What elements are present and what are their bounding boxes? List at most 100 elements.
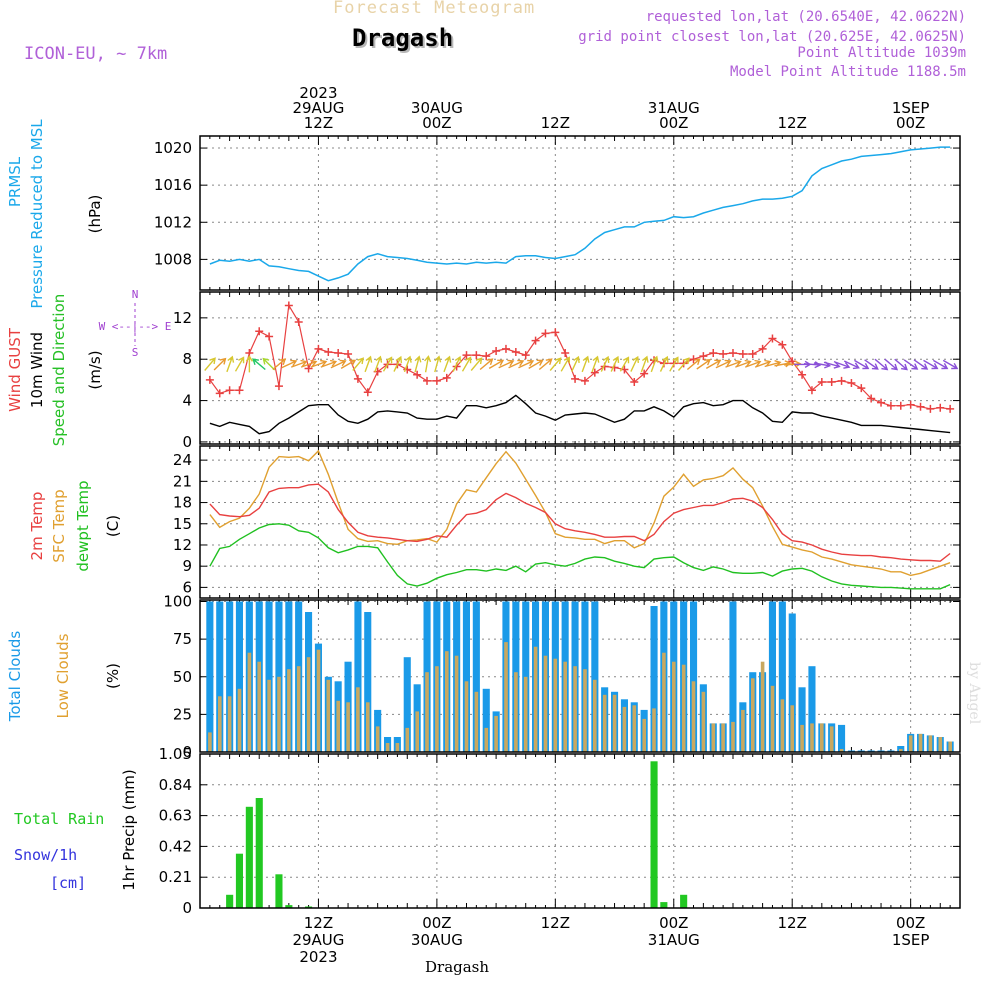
gust-point <box>748 350 757 359</box>
low-cloud-bar <box>385 743 390 752</box>
low-cloud-bar <box>918 733 923 752</box>
low-cloud-bar <box>820 723 824 752</box>
wind-direction-arrow <box>538 358 553 371</box>
gust-point <box>324 347 333 356</box>
t2m-line <box>209 483 951 562</box>
low-cloud-bar <box>494 715 498 752</box>
rain-bar <box>255 798 263 908</box>
y-tick-label: 15 <box>173 515 192 533</box>
total-cloud-bar <box>403 657 411 752</box>
gust-point <box>946 404 955 413</box>
y-tick-label: 100 <box>163 593 192 611</box>
model-altitude: Model Point Altitude 1188.5m <box>729 64 966 80</box>
bottom-time-label: 2023 <box>299 948 337 966</box>
gust-line <box>209 303 951 410</box>
top-time-label: 29AUG <box>292 99 344 117</box>
low-cloud-bar <box>425 672 429 752</box>
low-cloud-bar <box>731 721 735 752</box>
gust-point <box>413 370 422 379</box>
gust-point <box>235 386 244 395</box>
rain-bar <box>226 894 234 908</box>
total-cloud-bar <box>522 601 530 752</box>
low-clouds-label: Low Clouds <box>54 633 72 718</box>
top-time-label: 00Z <box>659 114 688 132</box>
gust-point <box>640 369 649 378</box>
low-cloud-bar <box>602 694 607 752</box>
wind-direction-arrow <box>382 356 393 372</box>
top-time-label: 1SEP <box>892 99 930 117</box>
wind-direction-arrow <box>823 361 841 369</box>
footer-location: Dragash <box>425 958 490 976</box>
total-cloud-bar <box>650 606 658 752</box>
low-cloud-bar <box>583 669 587 752</box>
low-cloud-bar <box>622 706 627 752</box>
low-cloud-bar <box>899 749 903 752</box>
gust-point <box>857 384 866 393</box>
low-cloud-bar <box>652 708 656 752</box>
wind-direction-arrow <box>245 355 254 373</box>
wind-direction-arrow <box>735 359 752 368</box>
low-cloud-bar <box>642 718 646 752</box>
low-cloud-bar <box>948 741 952 752</box>
wind-direction-arrow <box>591 355 600 373</box>
panel-frame <box>199 445 961 599</box>
compass-north: N <box>132 288 139 301</box>
gust-point <box>886 401 895 410</box>
y-tick-label: 21 <box>173 472 192 490</box>
sfc-temp-label: SFC Temp <box>50 489 68 562</box>
wind-direction-arrow <box>300 359 318 368</box>
low-cloud-bar <box>504 642 508 752</box>
y-tick-label: 0.42 <box>159 837 192 855</box>
total-cloud-bar <box>482 688 490 752</box>
total-cloud-bar <box>364 612 372 752</box>
low-cloud-bar <box>464 681 469 752</box>
wind-direction-arrow <box>488 359 505 370</box>
y-tick-label: 24 <box>173 451 192 469</box>
wind-direction-arrow <box>854 359 870 370</box>
wind-direction-arrow <box>364 355 373 373</box>
low-cloud-bar <box>474 691 479 752</box>
rain-bar <box>650 761 658 908</box>
y-tick-label: 25 <box>173 705 192 723</box>
prmsl-line <box>209 146 951 282</box>
top-time-label: 12Z <box>778 114 807 132</box>
gust-point <box>334 349 343 358</box>
wind-direction-arrow <box>942 359 959 370</box>
low-cloud-bar <box>218 696 222 752</box>
low-cloud-bar <box>751 678 755 752</box>
wind-direction-arrow <box>204 357 216 371</box>
low-cloud-bar <box>346 702 350 752</box>
wind-direction-arrow <box>677 357 690 371</box>
gust-point <box>817 377 826 386</box>
gust-point <box>916 402 925 411</box>
y-tick-label: 8 <box>182 350 192 368</box>
low-cloud-bar <box>928 735 933 752</box>
panel-frame <box>199 753 961 909</box>
wind-speed-line <box>209 394 951 435</box>
model-label: ICON-EU, ~ 7km <box>24 44 168 64</box>
y-tick-label: 0.84 <box>159 776 192 794</box>
wind-direction-arrow <box>913 359 929 370</box>
y-tick-label: 1020 <box>154 139 192 157</box>
rain-bar <box>245 806 253 908</box>
low-cloud-bar <box>533 646 538 752</box>
compass-south: S <box>132 346 139 359</box>
wind-direction-arrow <box>715 359 732 369</box>
precip-unit-label: 1hr Precip (mm) <box>120 769 138 890</box>
wind-direction-arrow <box>610 355 620 372</box>
low-cloud-bar <box>247 652 252 752</box>
total-cloud-bar <box>788 613 796 752</box>
gust-point <box>709 349 718 358</box>
gust-point <box>728 349 737 358</box>
gust-point <box>472 351 481 360</box>
dewpt-line <box>209 523 951 590</box>
wind-direction-arrow <box>725 359 742 368</box>
wind-direction-arrow <box>864 359 879 370</box>
low-cloud-bar <box>810 723 814 752</box>
snow-label: Snow/1h <box>14 846 77 864</box>
gust-point <box>501 344 510 353</box>
low-cloud-bar <box>938 737 943 752</box>
gust-point <box>867 394 876 403</box>
wind-direction-arrow <box>508 359 525 369</box>
